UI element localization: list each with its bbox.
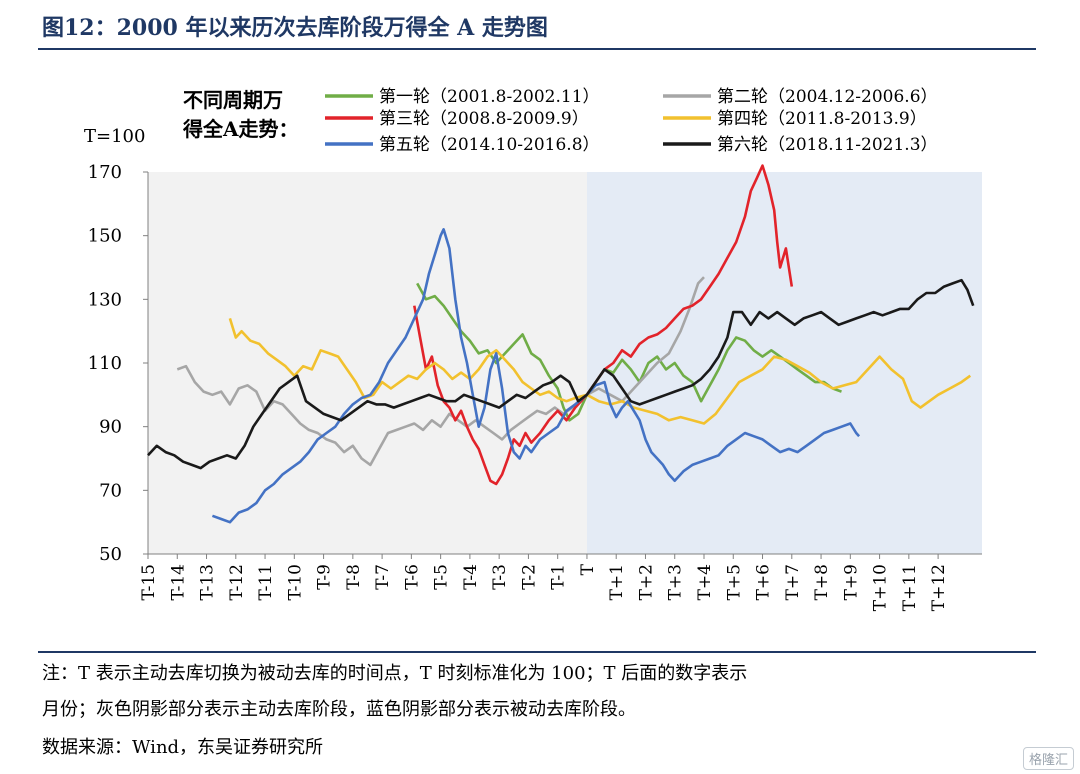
x-tick-label: T-4 (461, 564, 481, 590)
legend-label-2: 第二轮（2004.12-2006.6） (717, 87, 938, 107)
legend-label-4: 第四轮（2011.8-2013.9） (717, 109, 927, 129)
x-tick-label: T+11 (900, 564, 920, 611)
y-tick-label: 50 (99, 544, 122, 565)
x-tick-label: T+4 (695, 564, 715, 600)
note-line-1: 注：T 表示主动去库切换为被动去库的时间点，T 时刻标准化为 100；T 后面的… (42, 663, 748, 684)
x-tick-label: T-15 (139, 564, 159, 601)
note-line-2: 月份；灰色阴影部分表示主动去库阶段，蓝色阴影部分表示被动去库阶段。 (42, 699, 636, 720)
y-tick-label: 170 (88, 162, 122, 183)
legend-label-1: 第一轮（2001.8-2002.11） (379, 87, 600, 107)
x-tick-label: T-6 (402, 564, 422, 590)
x-tick-label: T-7 (373, 564, 393, 590)
series-line-1 (416, 282, 842, 422)
y-tick-label: 150 (88, 226, 122, 247)
legend-label-5: 第五轮（2014.10-2016.8） (379, 135, 600, 155)
x-tick-label: T+1 (607, 564, 627, 600)
chart-legend: 第一轮（2001.8-2002.11） 第二轮（2004.12-2006.6） 第三… (325, 87, 938, 155)
x-tick-label: T (578, 563, 598, 575)
data-source: 数据来源：Wind，东吴证券研究所 (42, 737, 324, 758)
x-tick-label: T-5 (432, 564, 452, 590)
title-underline (38, 48, 1036, 50)
x-tick-label: T-12 (227, 564, 247, 601)
series-line-2 (176, 276, 705, 467)
phase-shading (148, 172, 982, 554)
x-tick-label: T+3 (666, 564, 686, 600)
y-tick-labels: 50 70 90 110 130 150 170 (88, 162, 122, 565)
x-tick-label: T+8 (812, 564, 832, 600)
series-line-6 (147, 278, 975, 470)
x-tick-label: T-8 (344, 564, 364, 590)
chart-series (147, 164, 975, 524)
y-tick-label: 110 (88, 353, 122, 374)
x-tick-label: T+2 (636, 564, 656, 600)
x-tick-label: T-10 (285, 564, 305, 601)
x-tick-label: T+6 (754, 564, 774, 600)
x-tick-label: T-13 (198, 564, 218, 601)
series-line-4 (228, 318, 972, 425)
series-line-5 (211, 228, 861, 524)
shading-passive-destock (586, 172, 982, 554)
x-tick-label: T-11 (256, 564, 276, 601)
y-tick-label: 70 (99, 480, 122, 501)
x-tick-label: T-9 (315, 564, 335, 590)
x-tick-label: T+9 (841, 564, 861, 600)
x-tick-label: T-3 (490, 564, 510, 590)
x-tick-label: T+5 (724, 564, 744, 600)
y-tick-label: 90 (99, 417, 122, 438)
x-tick-label: T+12 (929, 564, 949, 611)
x-tick-label: T-1 (549, 564, 569, 590)
x-tick-label: T+7 (783, 564, 803, 600)
x-tick-label: T+10 (871, 564, 891, 611)
x-tick-labels: T-15 T-14 T-13 T-12 T-11 T-10 T-9 T-8 T-7 T-6 T-5 T… (139, 563, 949, 611)
watermark-logo: 格隆汇 (1022, 747, 1074, 770)
shading-active-destock (148, 172, 587, 554)
legend-title-line2: 得全A走势： (182, 117, 299, 141)
notes-divider (38, 651, 1036, 653)
x-tick-label: T-2 (519, 564, 539, 590)
y-axis-label: T=100 (84, 126, 145, 147)
y-tick-label: 130 (88, 289, 122, 310)
x-tick-label: T-14 (168, 564, 188, 601)
legend-label-3: 第三轮（2008.8-2009.9） (379, 109, 589, 129)
legend-label-6: 第六轮（2018.11-2021.3） (717, 135, 938, 155)
legend-title-line1: 不同周期万 (183, 88, 283, 112)
chart-axes (143, 171, 982, 559)
figure-title: 图12：2000 年以来历次去库阶段万得全 A 走势图 (42, 15, 548, 41)
